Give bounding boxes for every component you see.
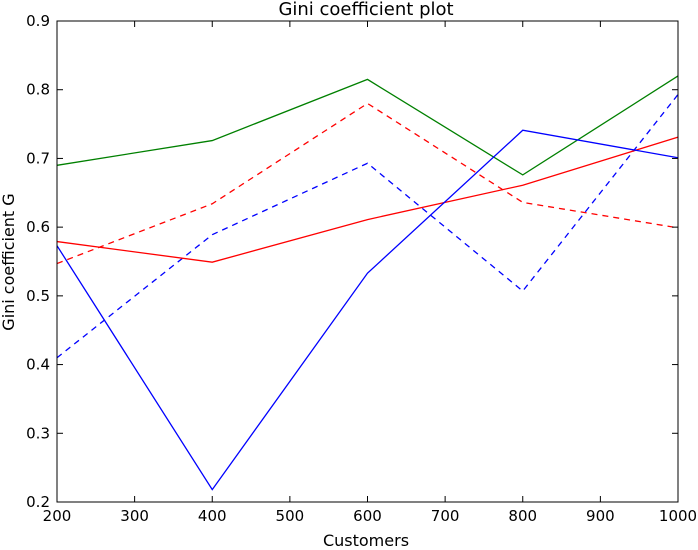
x-tick-label: 900 [586, 507, 615, 525]
x-tick-label: 700 [431, 507, 460, 525]
axis-ticks: 200 300 400 500 600 700 800 900 1000 0.2 0.3 0.4 0.5… [26, 12, 697, 525]
y-tick-label: 0.5 [26, 287, 50, 305]
series-line-2 [56, 102, 679, 265]
y-tick-label: 0.7 [26, 149, 50, 167]
x-tick-label: 1000 [659, 507, 697, 525]
series-layer [56, 75, 679, 491]
series-line-4 [56, 136, 679, 263]
x-tick-label: 500 [276, 507, 305, 525]
x-tick-label: 600 [353, 507, 382, 525]
y-tick-label: 0.6 [26, 218, 50, 236]
y-tick-label: 0.3 [26, 424, 50, 442]
plot-area-frame [56, 20, 679, 503]
y-tick-label: 0.2 [26, 493, 50, 511]
x-tick-label: 300 [120, 507, 149, 525]
y-tick-label: 0.9 [26, 12, 50, 30]
y-tick-label: 0.8 [26, 81, 50, 99]
series-line-3 [56, 94, 679, 359]
x-tick-label: 200 [43, 507, 72, 525]
x-tick-label: 400 [198, 507, 227, 525]
y-tick-label: 0.4 [26, 356, 50, 374]
series-line-1 [56, 75, 679, 176]
series-line-5 [56, 129, 679, 491]
chart-title: Gini coefficient plot [278, 0, 453, 20]
x-axis-label: Customers [323, 531, 409, 550]
x-tick-label: 800 [508, 507, 537, 525]
y-axis-label: Gini coefficient G [0, 193, 18, 330]
